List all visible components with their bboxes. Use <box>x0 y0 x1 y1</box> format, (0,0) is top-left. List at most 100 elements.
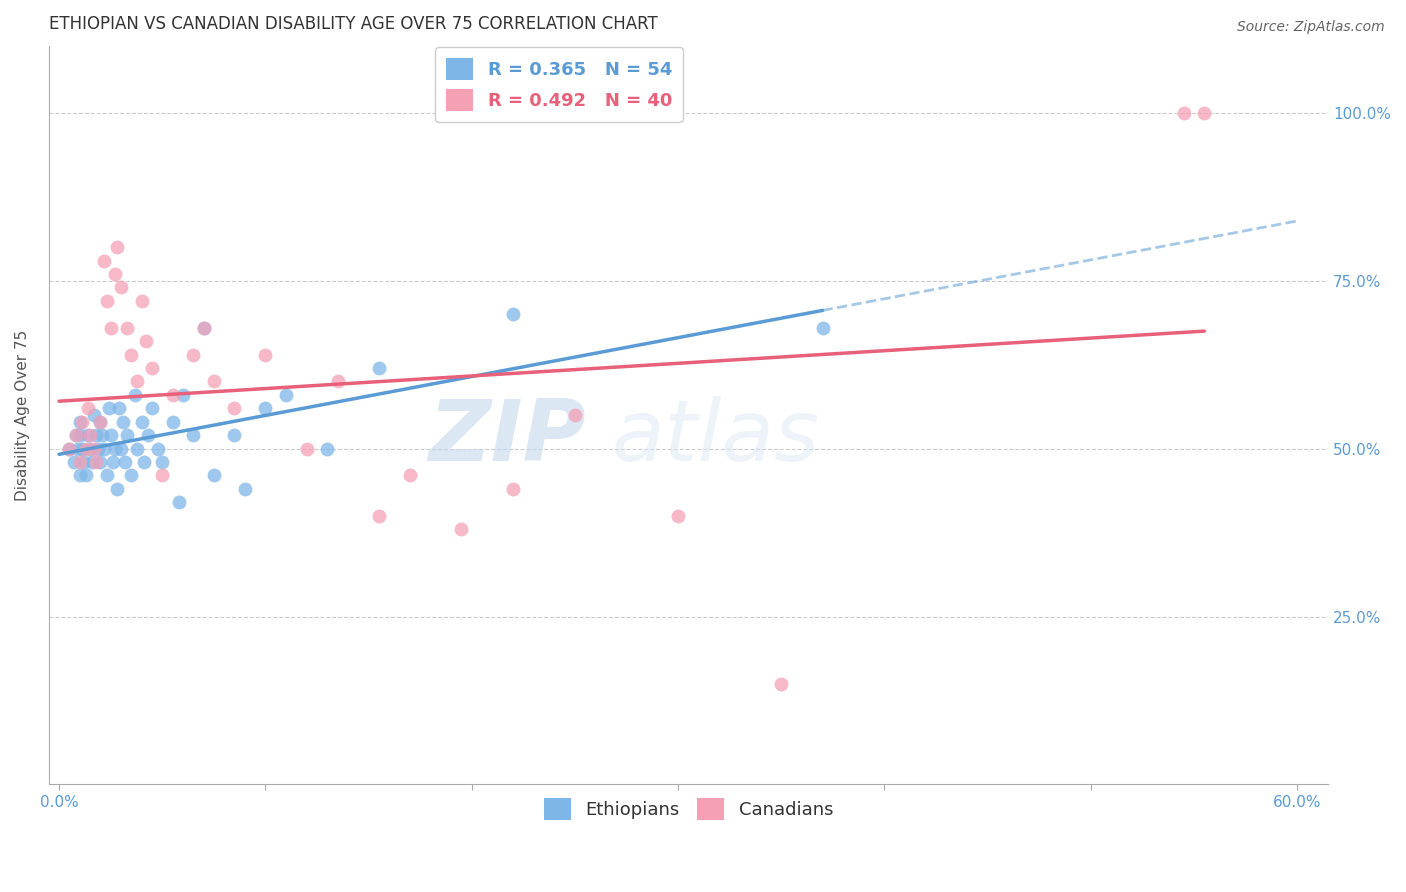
Point <box>295 442 318 456</box>
Point <box>105 240 128 254</box>
Point <box>770 676 793 690</box>
Point <box>193 320 215 334</box>
Point <box>1194 105 1216 120</box>
Point <box>70 415 93 429</box>
Point <box>811 320 834 334</box>
Text: Source: ZipAtlas.com: Source: ZipAtlas.com <box>1237 20 1385 34</box>
Point <box>89 415 111 429</box>
Point <box>100 428 122 442</box>
Point <box>96 468 118 483</box>
Point <box>181 428 204 442</box>
Point <box>131 415 153 429</box>
Point <box>367 508 389 523</box>
Point <box>83 408 105 422</box>
Point <box>105 482 128 496</box>
Point <box>69 455 91 469</box>
Point <box>141 361 163 376</box>
Point <box>69 468 91 483</box>
Point <box>202 468 225 483</box>
Point <box>65 428 87 442</box>
Point <box>80 455 103 469</box>
Point <box>162 388 184 402</box>
Point <box>1173 105 1195 120</box>
Point <box>73 455 96 469</box>
Point <box>666 508 689 523</box>
Point <box>132 455 155 469</box>
Point <box>79 442 101 456</box>
Point <box>502 307 524 321</box>
Point <box>150 468 173 483</box>
Point <box>141 401 163 416</box>
Point <box>93 253 115 268</box>
Point <box>127 442 149 456</box>
Point <box>131 293 153 308</box>
Point <box>367 361 389 376</box>
Point <box>70 442 93 456</box>
Point <box>79 428 101 442</box>
Point <box>502 482 524 496</box>
Point <box>127 375 149 389</box>
Point <box>69 428 91 442</box>
Point <box>77 428 100 442</box>
Point <box>114 455 136 469</box>
Point <box>224 401 246 416</box>
Point <box>100 320 122 334</box>
Y-axis label: Disability Age Over 75: Disability Age Over 75 <box>15 329 30 500</box>
Point <box>202 375 225 389</box>
Point <box>193 320 215 334</box>
Point <box>66 442 89 456</box>
Text: ZIP: ZIP <box>429 396 586 479</box>
Point <box>84 455 107 469</box>
Point <box>224 428 246 442</box>
Point <box>172 388 194 402</box>
Point <box>120 348 142 362</box>
Point <box>399 468 422 483</box>
Point <box>93 442 115 456</box>
Point <box>101 455 124 469</box>
Point <box>136 428 159 442</box>
Point <box>326 375 349 389</box>
Text: ETHIOPIAN VS CANADIAN DISABILITY AGE OVER 75 CORRELATION CHART: ETHIOPIAN VS CANADIAN DISABILITY AGE OVE… <box>49 15 658 33</box>
Point <box>316 442 339 456</box>
Point <box>58 442 80 456</box>
Point <box>108 401 131 416</box>
Point <box>89 415 111 429</box>
Point <box>124 388 146 402</box>
Point <box>274 388 297 402</box>
Point <box>75 442 97 456</box>
Point <box>83 442 105 456</box>
Point <box>181 348 204 362</box>
Point <box>58 442 80 456</box>
Point <box>69 415 91 429</box>
Point <box>135 334 157 348</box>
Point <box>110 280 132 294</box>
Text: atlas: atlas <box>612 396 820 479</box>
Point <box>162 415 184 429</box>
Point <box>254 348 277 362</box>
Point <box>450 522 472 536</box>
Point <box>84 428 107 442</box>
Point <box>75 468 97 483</box>
Point <box>104 442 127 456</box>
Point <box>254 401 277 416</box>
Point <box>104 267 127 281</box>
Point <box>115 320 138 334</box>
Point <box>91 428 114 442</box>
Point <box>96 293 118 308</box>
Point <box>564 408 586 422</box>
Point <box>115 428 138 442</box>
Point <box>65 428 87 442</box>
Point <box>233 482 256 496</box>
Point <box>120 468 142 483</box>
Point <box>97 401 120 416</box>
Point <box>146 442 169 456</box>
Point <box>112 415 135 429</box>
Point <box>89 455 111 469</box>
Point <box>62 455 84 469</box>
Point <box>77 401 100 416</box>
Legend: Ethiopians, Canadians: Ethiopians, Canadians <box>536 790 841 827</box>
Point <box>167 495 190 509</box>
Point <box>87 442 110 456</box>
Point <box>110 442 132 456</box>
Point <box>150 455 173 469</box>
